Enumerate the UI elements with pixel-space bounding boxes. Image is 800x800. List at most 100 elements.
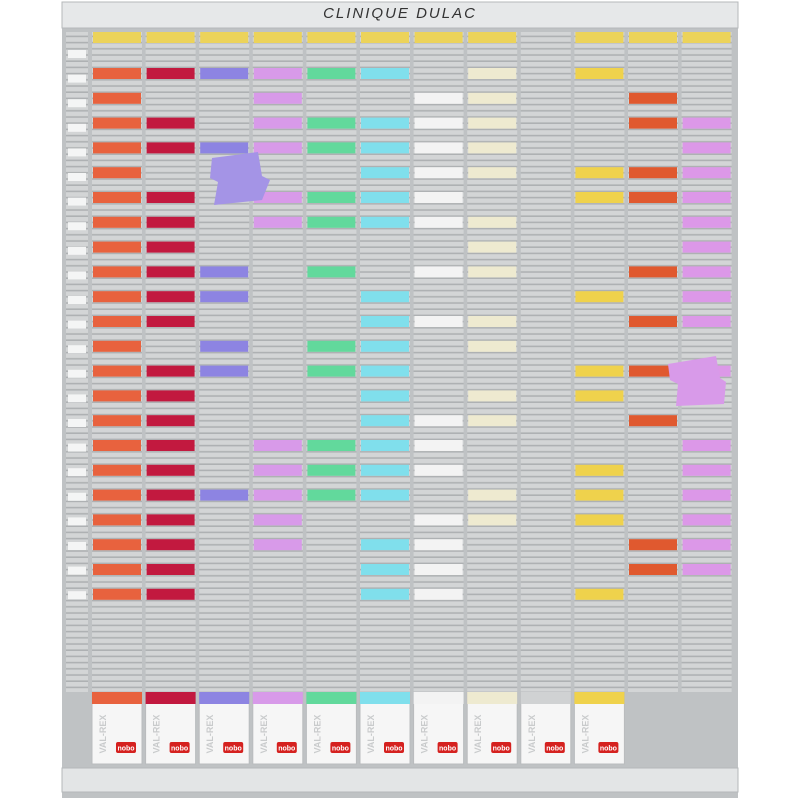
t-card — [575, 167, 624, 179]
t-card — [93, 192, 141, 203]
box-logo: nobo — [171, 746, 188, 753]
t-card — [361, 68, 409, 79]
t-card — [682, 489, 731, 501]
slot-column — [92, 32, 142, 692]
header-card — [253, 32, 302, 43]
t-card — [253, 68, 302, 79]
index-card — [68, 566, 86, 575]
slot-column — [252, 32, 303, 692]
slot-column — [199, 32, 250, 692]
t-card — [253, 489, 302, 501]
t-card — [682, 167, 731, 179]
t-card — [575, 365, 624, 377]
box-sample-card — [574, 692, 625, 704]
t-card — [93, 390, 141, 402]
t-card — [146, 514, 195, 526]
logo-badge — [330, 742, 351, 753]
t-card — [361, 489, 409, 501]
t-card — [629, 117, 677, 129]
index-card — [68, 271, 86, 280]
t-card — [468, 489, 517, 501]
logo-badge — [276, 742, 297, 753]
header-card — [629, 32, 677, 43]
box-brand: VAL-REX — [98, 715, 108, 754]
box-sample-card — [360, 692, 410, 704]
t-card — [146, 365, 195, 377]
t-card — [361, 440, 409, 451]
t-card — [93, 266, 141, 278]
t-card — [629, 192, 677, 203]
t-card — [307, 192, 356, 203]
t-card — [468, 241, 517, 253]
t-card — [414, 167, 463, 179]
t-card — [200, 142, 249, 154]
box-logo: nobo — [117, 746, 134, 753]
index-card — [68, 542, 86, 550]
index-card — [68, 197, 86, 206]
t-card — [146, 390, 195, 402]
header-card — [575, 32, 624, 43]
box-logo: nobo — [600, 746, 617, 753]
index-card — [68, 320, 86, 329]
slot-column — [467, 32, 518, 692]
t-card — [575, 192, 624, 203]
logo-badge — [169, 742, 190, 753]
t-card — [682, 539, 731, 551]
t-card — [361, 390, 409, 402]
t-card — [93, 415, 141, 427]
t-card — [629, 415, 677, 427]
t-card — [682, 564, 731, 575]
t-card — [93, 291, 141, 303]
header-card — [361, 32, 409, 43]
t-card — [253, 117, 302, 129]
t-card — [468, 340, 517, 352]
slot-column — [628, 32, 678, 692]
t-card — [682, 216, 731, 228]
t-card — [307, 266, 356, 278]
header-card — [682, 32, 731, 43]
t-card — [414, 564, 463, 575]
t-card — [468, 68, 517, 79]
logo-badge — [116, 742, 136, 753]
slot-column — [520, 32, 571, 692]
index-card — [68, 74, 86, 83]
t-card — [307, 117, 356, 129]
t-card — [93, 340, 141, 352]
box-logo: nobo — [385, 746, 402, 753]
t-card — [253, 92, 302, 104]
t-card — [575, 464, 624, 476]
t-card — [93, 216, 141, 228]
t-card — [93, 241, 141, 253]
index-column — [66, 32, 88, 692]
t-card — [146, 415, 195, 427]
t-card — [629, 316, 677, 327]
header-card — [468, 32, 517, 43]
t-card — [146, 489, 195, 501]
top-rail — [61, 1, 739, 29]
logo-badge — [544, 742, 565, 753]
t-card — [629, 539, 677, 551]
loose-card — [668, 356, 726, 406]
t-card — [253, 440, 302, 451]
box-sample-card — [413, 692, 464, 704]
t-card — [629, 167, 677, 179]
slot-column — [145, 32, 196, 692]
index-card — [68, 443, 86, 452]
bottom-rail — [61, 767, 739, 793]
box-sample-card — [306, 692, 357, 704]
t-card — [93, 142, 141, 154]
t-card — [253, 464, 302, 476]
t-card — [468, 390, 517, 402]
t-card — [200, 365, 249, 377]
index-card — [68, 369, 86, 378]
t-card — [414, 415, 463, 427]
t-card — [414, 117, 463, 129]
box-brand: VAL-REX — [527, 715, 537, 754]
t-card — [253, 192, 302, 203]
t-card — [468, 167, 517, 179]
t-card — [253, 514, 302, 526]
box-sample-card — [520, 692, 571, 704]
t-card — [146, 316, 195, 327]
t-card — [146, 588, 195, 600]
